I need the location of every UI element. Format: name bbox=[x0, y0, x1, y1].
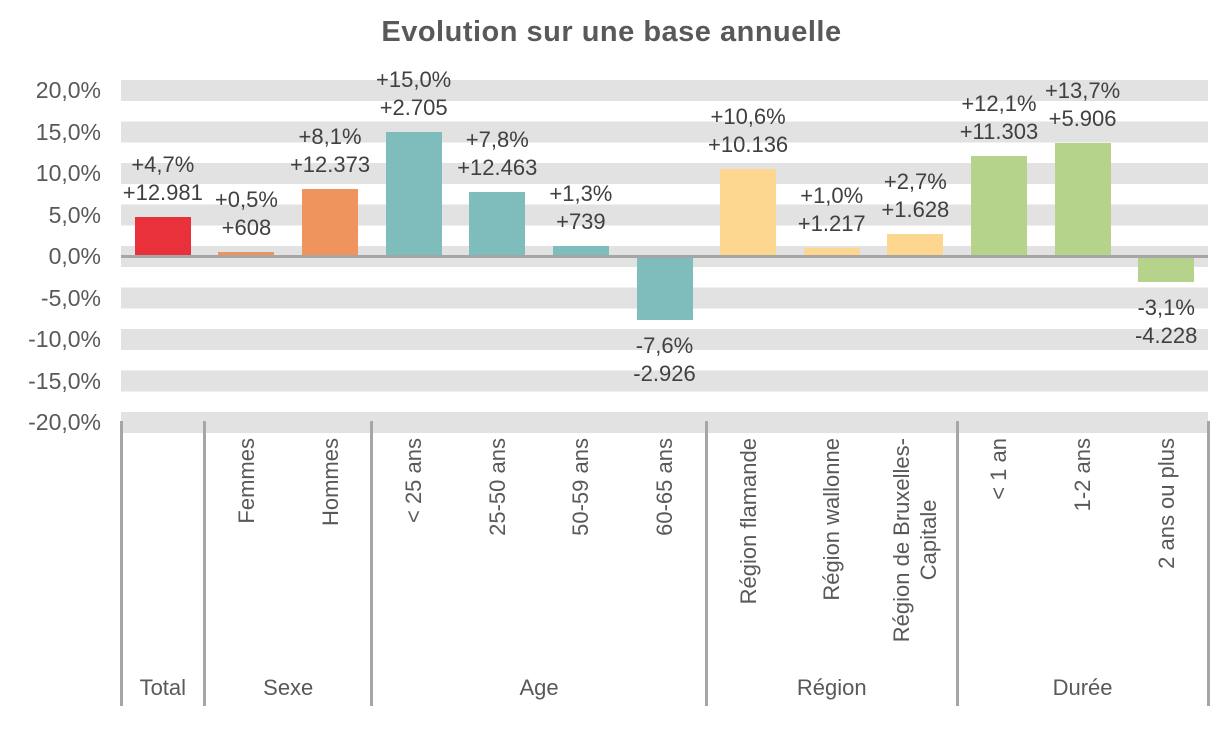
bar-region-wallonne bbox=[803, 248, 860, 257]
category-label: 50-59 ans bbox=[568, 438, 594, 536]
group-label: Total bbox=[139, 675, 187, 700]
bar-value-label: -7,6% -2.926 bbox=[633, 332, 696, 386]
category-cell: 25-50 ans bbox=[455, 438, 539, 700]
bar-value-label: +1,0% +1.217 bbox=[797, 183, 866, 237]
category-cell: < 25 ans bbox=[372, 438, 456, 700]
bar-hommes bbox=[302, 189, 359, 257]
category-label: 60-65 ans bbox=[651, 438, 677, 536]
bar-value-label: +0,5% +608 bbox=[214, 187, 278, 241]
x-axis-baseline bbox=[121, 255, 1208, 258]
category-cell: Hommes bbox=[288, 438, 372, 700]
chart-title: Evolution sur une base annuelle bbox=[381, 16, 842, 48]
bar-total bbox=[134, 217, 191, 257]
bar-femmes bbox=[218, 252, 275, 257]
category-label: < 25 ans bbox=[401, 438, 427, 524]
bar-value-label: +8,1% +12.373 bbox=[289, 124, 371, 178]
category-label: Hommes bbox=[317, 438, 343, 527]
group-divider bbox=[955, 421, 959, 706]
bar-value-label: +13,7% +5.906 bbox=[1044, 77, 1121, 131]
y-axis-tick-label: 5,0% bbox=[48, 201, 101, 228]
group-label: Durée bbox=[1052, 675, 1113, 700]
y-axis-tick-label: 10,0% bbox=[35, 160, 101, 187]
y-axis-tick-label: 0,0% bbox=[48, 243, 101, 270]
group-label: Age bbox=[519, 675, 559, 700]
group-divider bbox=[119, 421, 123, 706]
bar-value-label: -3,1% -4.228 bbox=[1134, 295, 1198, 349]
bar-value-label: +4,7% +12.981 bbox=[122, 152, 203, 206]
bar-25-ans bbox=[385, 132, 442, 257]
category-label: 2 ans ou plus bbox=[1153, 438, 1179, 569]
group-divider bbox=[370, 421, 374, 706]
y-axis-tick-label: 20,0% bbox=[35, 77, 101, 104]
bar-value-label: +1,3% +739 bbox=[549, 180, 613, 234]
bar-value-label: +10,6% +10.136 bbox=[708, 103, 789, 157]
y-axis-tick-label: 15,0% bbox=[35, 118, 101, 145]
group-label: Région bbox=[796, 675, 867, 700]
category-label: Région de Bruxelles- Capitale bbox=[889, 438, 942, 643]
bar-region-de-bruxelles-capitale bbox=[887, 234, 944, 257]
category-cell: 50-59 ans bbox=[539, 438, 623, 700]
y-axis-tick-label: -5,0% bbox=[40, 284, 101, 311]
category-cell: 2 ans ou plus bbox=[1124, 438, 1208, 700]
category-label: 25-50 ans bbox=[484, 438, 510, 536]
category-cell: Région flamande bbox=[706, 438, 790, 700]
category-cell: Région wallonne bbox=[790, 438, 874, 700]
bar-50-59-ans bbox=[552, 245, 609, 257]
bar-1-2-ans bbox=[1054, 142, 1111, 257]
category-label: 1-2 ans bbox=[1070, 438, 1096, 512]
y-axis-tick-label: -15,0% bbox=[28, 367, 101, 394]
y-axis-tick-label: -20,0% bbox=[28, 409, 101, 436]
bar-value-label: +7,8% +12.463 bbox=[457, 126, 538, 180]
bar-25-50-ans bbox=[469, 191, 526, 257]
group-divider bbox=[203, 421, 207, 706]
group-label: Sexe bbox=[263, 675, 314, 700]
bar-60-65-ans bbox=[636, 256, 693, 320]
category-label: < 1 an bbox=[986, 438, 1012, 500]
plot-area: +4,7% +12.981 +0,5% +608 +8,1% +12.373 +15,… bbox=[121, 67, 1208, 433]
category-cell: Femmes bbox=[205, 438, 289, 700]
category-cell: 1-2 ans bbox=[1041, 438, 1125, 700]
category-cell: 60-65 ans bbox=[623, 438, 707, 700]
bar-value-label: +12,1% +11.303 bbox=[959, 91, 1039, 145]
category-label: Région flamande bbox=[735, 438, 761, 605]
bar-2-ans-ou-plus bbox=[1138, 256, 1195, 283]
bar-1-an bbox=[970, 156, 1027, 257]
group-divider bbox=[704, 421, 708, 706]
bar-region-flamande bbox=[720, 168, 777, 257]
category-cell: < 1 an bbox=[957, 438, 1041, 700]
bar-value-label: +15,0% +2.705 bbox=[376, 67, 452, 120]
bar-value-label: +2,7% +1.628 bbox=[881, 169, 950, 223]
y-axis-tick-label: -10,0% bbox=[28, 326, 101, 353]
category-label: Femmes bbox=[233, 438, 259, 524]
category-cell: Région de Bruxelles- Capitale bbox=[874, 438, 958, 700]
group-divider bbox=[1206, 421, 1210, 706]
category-label: Région wallonne bbox=[819, 438, 845, 601]
